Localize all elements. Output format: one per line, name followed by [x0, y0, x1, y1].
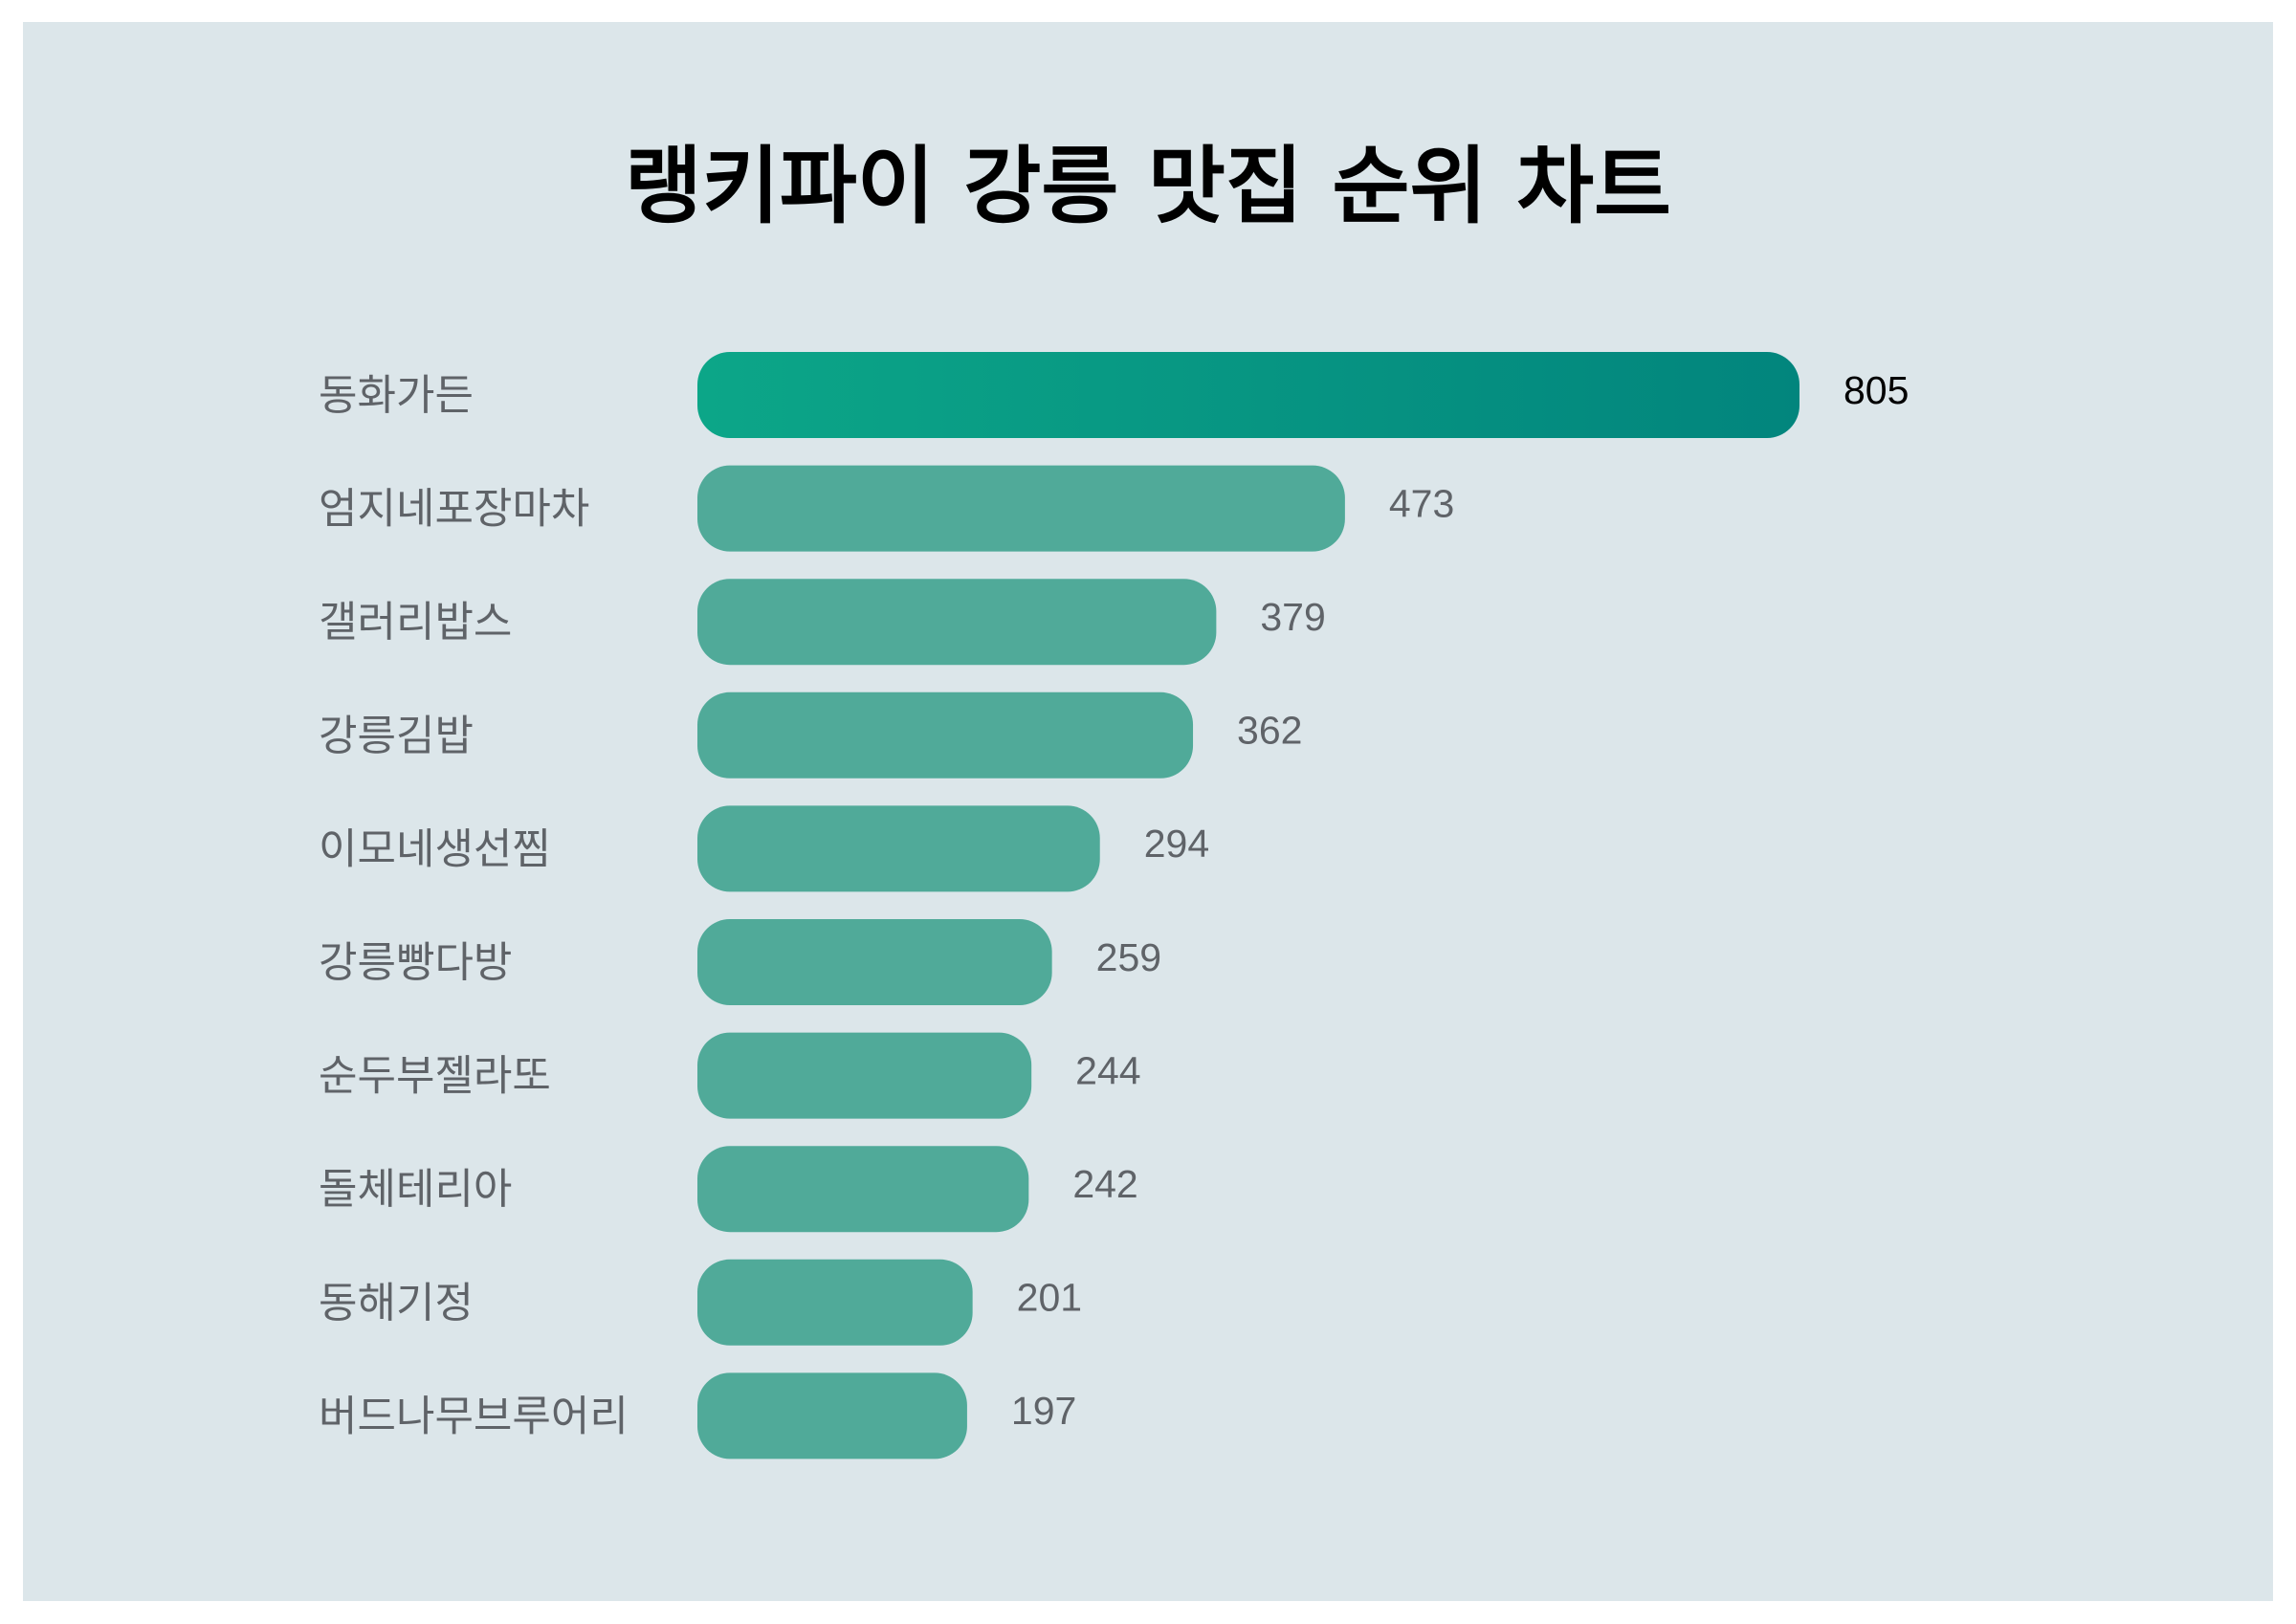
bar-9 [697, 1259, 973, 1346]
category-label-1: 동화가든 [319, 371, 474, 420]
bar-6 [697, 919, 1052, 1005]
value-label-7: 244 [1075, 1048, 1140, 1092]
bars-group [697, 352, 1799, 1459]
bar-5 [697, 805, 1100, 892]
category-label-10: 버드나무브루어리 [319, 1392, 629, 1440]
bar-3 [697, 579, 1217, 666]
chart-title: 랭키파이 강릉 맛집 순위 차트 [624, 137, 1672, 235]
category-label-2: 엄지네포장마차 [319, 485, 589, 534]
value-label-10: 197 [1011, 1389, 1076, 1433]
category-label-5: 이모네생선찜 [319, 824, 551, 873]
value-label-8: 242 [1072, 1162, 1137, 1206]
category-label-6: 강릉빵다방 [319, 938, 512, 987]
category-label-7: 순두부젤라또 [319, 1052, 551, 1101]
chart-panel [23, 22, 2273, 1601]
category-labels-group: 동화가든엄지네포장마차갤러리밥스강릉김밥이모네생선찜강릉빵다방순두부젤라또돌체테… [319, 371, 629, 1440]
value-label-5: 294 [1144, 822, 1209, 866]
value-labels-group: 805 473 379 362 294 259 244 242 201 197 [1011, 368, 1910, 1433]
bar-10 [697, 1372, 967, 1459]
bar-1 [697, 352, 1799, 438]
value-label-2: 473 [1389, 481, 1454, 525]
value-label-4: 362 [1237, 709, 1302, 753]
bar-7 [697, 1032, 1032, 1119]
value-label-6: 259 [1096, 935, 1161, 979]
category-label-8: 돌체테리아 [319, 1165, 512, 1214]
bar-4 [697, 691, 1194, 779]
category-label-4: 강릉김밥 [319, 712, 474, 760]
value-label-9: 201 [1017, 1276, 1082, 1320]
category-label-3: 갤러리밥스 [319, 598, 512, 647]
bar-2 [697, 465, 1345, 552]
category-label-9: 동해기정 [319, 1279, 474, 1328]
bar-8 [697, 1146, 1029, 1233]
value-label-3: 379 [1260, 595, 1325, 639]
value-label-1: 805 [1843, 368, 1909, 412]
